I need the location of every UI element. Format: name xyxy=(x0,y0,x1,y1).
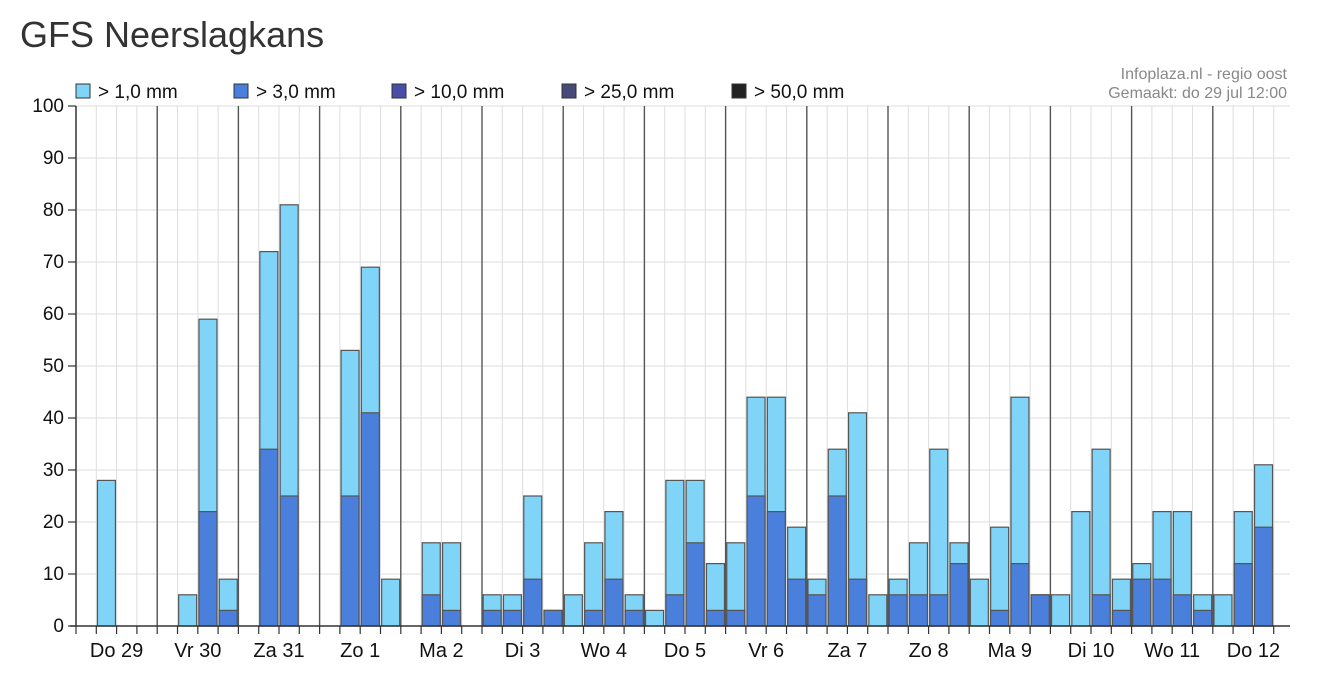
x-category-label: Za 31 xyxy=(253,640,304,662)
bar-gt-3mm xyxy=(259,448,279,627)
y-tick-label: 10 xyxy=(43,564,64,585)
bar-gt-3mm xyxy=(1172,594,1192,627)
bar-gt-1mm xyxy=(644,609,665,627)
bar-gt-1mm xyxy=(563,594,583,627)
bar-gt-3mm xyxy=(1111,609,1132,627)
bar-gt-3mm xyxy=(847,578,868,627)
y-tick-label: 100 xyxy=(32,96,64,117)
x-category-label: Ma 9 xyxy=(988,640,1032,662)
bar-gt-3mm xyxy=(705,609,726,627)
x-category-label: Zo 1 xyxy=(340,640,380,662)
y-tick-label: 50 xyxy=(43,356,64,377)
bar-gt-1mm xyxy=(868,594,888,627)
bar-gt-3mm xyxy=(624,609,644,627)
bar-gt-3mm xyxy=(1091,594,1111,627)
bar-gt-3mm xyxy=(482,609,502,627)
legend-label: > 1,0 mm xyxy=(98,82,178,103)
legend-swatch xyxy=(561,83,577,99)
bar-gt-3mm xyxy=(1132,578,1152,627)
legend-swatch xyxy=(233,83,249,99)
bar-gt-3mm xyxy=(523,578,543,627)
x-category-label: Ma 2 xyxy=(419,640,463,662)
x-category-label: Vr 30 xyxy=(174,640,221,662)
bar-gt-3mm xyxy=(360,412,380,627)
bar-gt-3mm xyxy=(746,495,766,627)
bar-gt-3mm xyxy=(1193,609,1213,627)
y-tick-label: 20 xyxy=(43,512,64,533)
legend-swatch xyxy=(391,83,407,99)
bar-gt-3mm xyxy=(827,495,847,627)
bar-gt-3mm xyxy=(766,511,786,627)
bar-gt-3mm xyxy=(584,609,604,627)
bar-gt-3mm xyxy=(604,578,624,627)
bar-gt-3mm xyxy=(807,594,827,627)
bar-gt-3mm xyxy=(421,594,441,627)
x-category-label: Wo 11 xyxy=(1144,640,1200,662)
bar-gt-3mm xyxy=(787,578,807,627)
x-category-label: Di 3 xyxy=(505,640,541,662)
bar-gt-3mm xyxy=(908,594,929,627)
bar-gt-3mm xyxy=(1233,562,1253,627)
legend-swatch xyxy=(731,83,747,99)
x-category-label: Do 5 xyxy=(664,640,706,662)
page-title: GFS Neerslagkans xyxy=(20,14,325,55)
bar-gt-3mm xyxy=(1152,578,1172,627)
y-tick-label: 40 xyxy=(43,408,64,429)
x-category-label: Di 10 xyxy=(1068,640,1115,662)
bar-gt-1mm xyxy=(96,479,117,627)
source-label: Infoplaza.nl - regio oost xyxy=(1121,66,1288,83)
legend-label: > 25,0 mm xyxy=(584,82,674,103)
y-tick-label: 80 xyxy=(43,200,64,221)
bar-gt-3mm xyxy=(502,609,523,627)
bar-gt-1mm xyxy=(381,578,401,627)
x-category-label: Zo 8 xyxy=(909,640,949,662)
bar-gt-3mm xyxy=(665,594,685,627)
y-tick-label: 90 xyxy=(43,148,64,169)
bar-gt-3mm xyxy=(726,609,746,627)
bar-gt-3mm xyxy=(340,495,360,627)
legend-label: > 3,0 mm xyxy=(256,82,336,103)
right-mask xyxy=(1290,104,1336,628)
right-label-mask xyxy=(1290,636,1336,693)
bar-gt-3mm xyxy=(1030,594,1050,627)
legend-label: > 50,0 mm xyxy=(754,82,844,103)
bar-gt-1mm xyxy=(1071,511,1091,627)
bar-gt-3mm xyxy=(1253,526,1274,627)
bar-gt-3mm xyxy=(888,594,908,627)
x-category-label: Do 29 xyxy=(90,640,143,662)
bar-gt-1mm xyxy=(969,578,989,627)
created-label: Gemaakt: do 29 jul 12:00 xyxy=(1108,85,1287,102)
bar-gt-3mm xyxy=(929,594,949,627)
bar-gt-3mm xyxy=(990,609,1010,627)
y-tick-label: 60 xyxy=(43,304,64,325)
bar-gt-3mm xyxy=(198,511,218,627)
x-category-label: Za 7 xyxy=(827,640,867,662)
bar-gt-1mm xyxy=(1213,594,1233,627)
bar-gt-3mm xyxy=(441,609,462,627)
bar-gt-3mm xyxy=(218,609,238,627)
x-category-label: Do 12 xyxy=(1227,640,1280,662)
bar-gt-1mm xyxy=(1050,594,1071,627)
bar-gt-3mm xyxy=(279,495,299,627)
bar-gt-1mm xyxy=(178,594,198,627)
y-tick-label: 30 xyxy=(43,460,64,481)
legend-label: > 10,0 mm xyxy=(414,82,504,103)
legend-swatch xyxy=(75,83,91,99)
bar-gt-3mm xyxy=(543,609,563,627)
bar-gt-3mm xyxy=(949,562,969,627)
x-category-label: Wo 4 xyxy=(581,640,627,662)
bar-gt-3mm xyxy=(685,542,705,627)
bar-gt-3mm xyxy=(1010,562,1030,627)
y-tick-label: 0 xyxy=(53,616,64,637)
x-category-label: Vr 6 xyxy=(748,640,784,662)
y-tick-label: 70 xyxy=(43,252,64,273)
